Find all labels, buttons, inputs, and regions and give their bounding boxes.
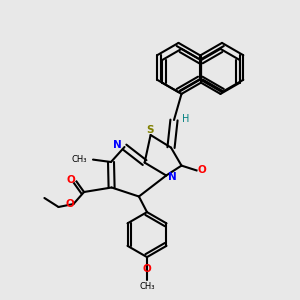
Text: S: S xyxy=(146,124,154,135)
Text: O: O xyxy=(197,165,206,176)
Text: CH₃: CH₃ xyxy=(71,155,87,164)
Text: N: N xyxy=(112,140,122,151)
Text: CH₃: CH₃ xyxy=(139,282,155,291)
Text: O: O xyxy=(142,264,152,274)
Text: O: O xyxy=(65,199,74,209)
Text: N: N xyxy=(168,172,177,182)
Text: O: O xyxy=(66,175,75,185)
Text: H: H xyxy=(182,113,189,124)
